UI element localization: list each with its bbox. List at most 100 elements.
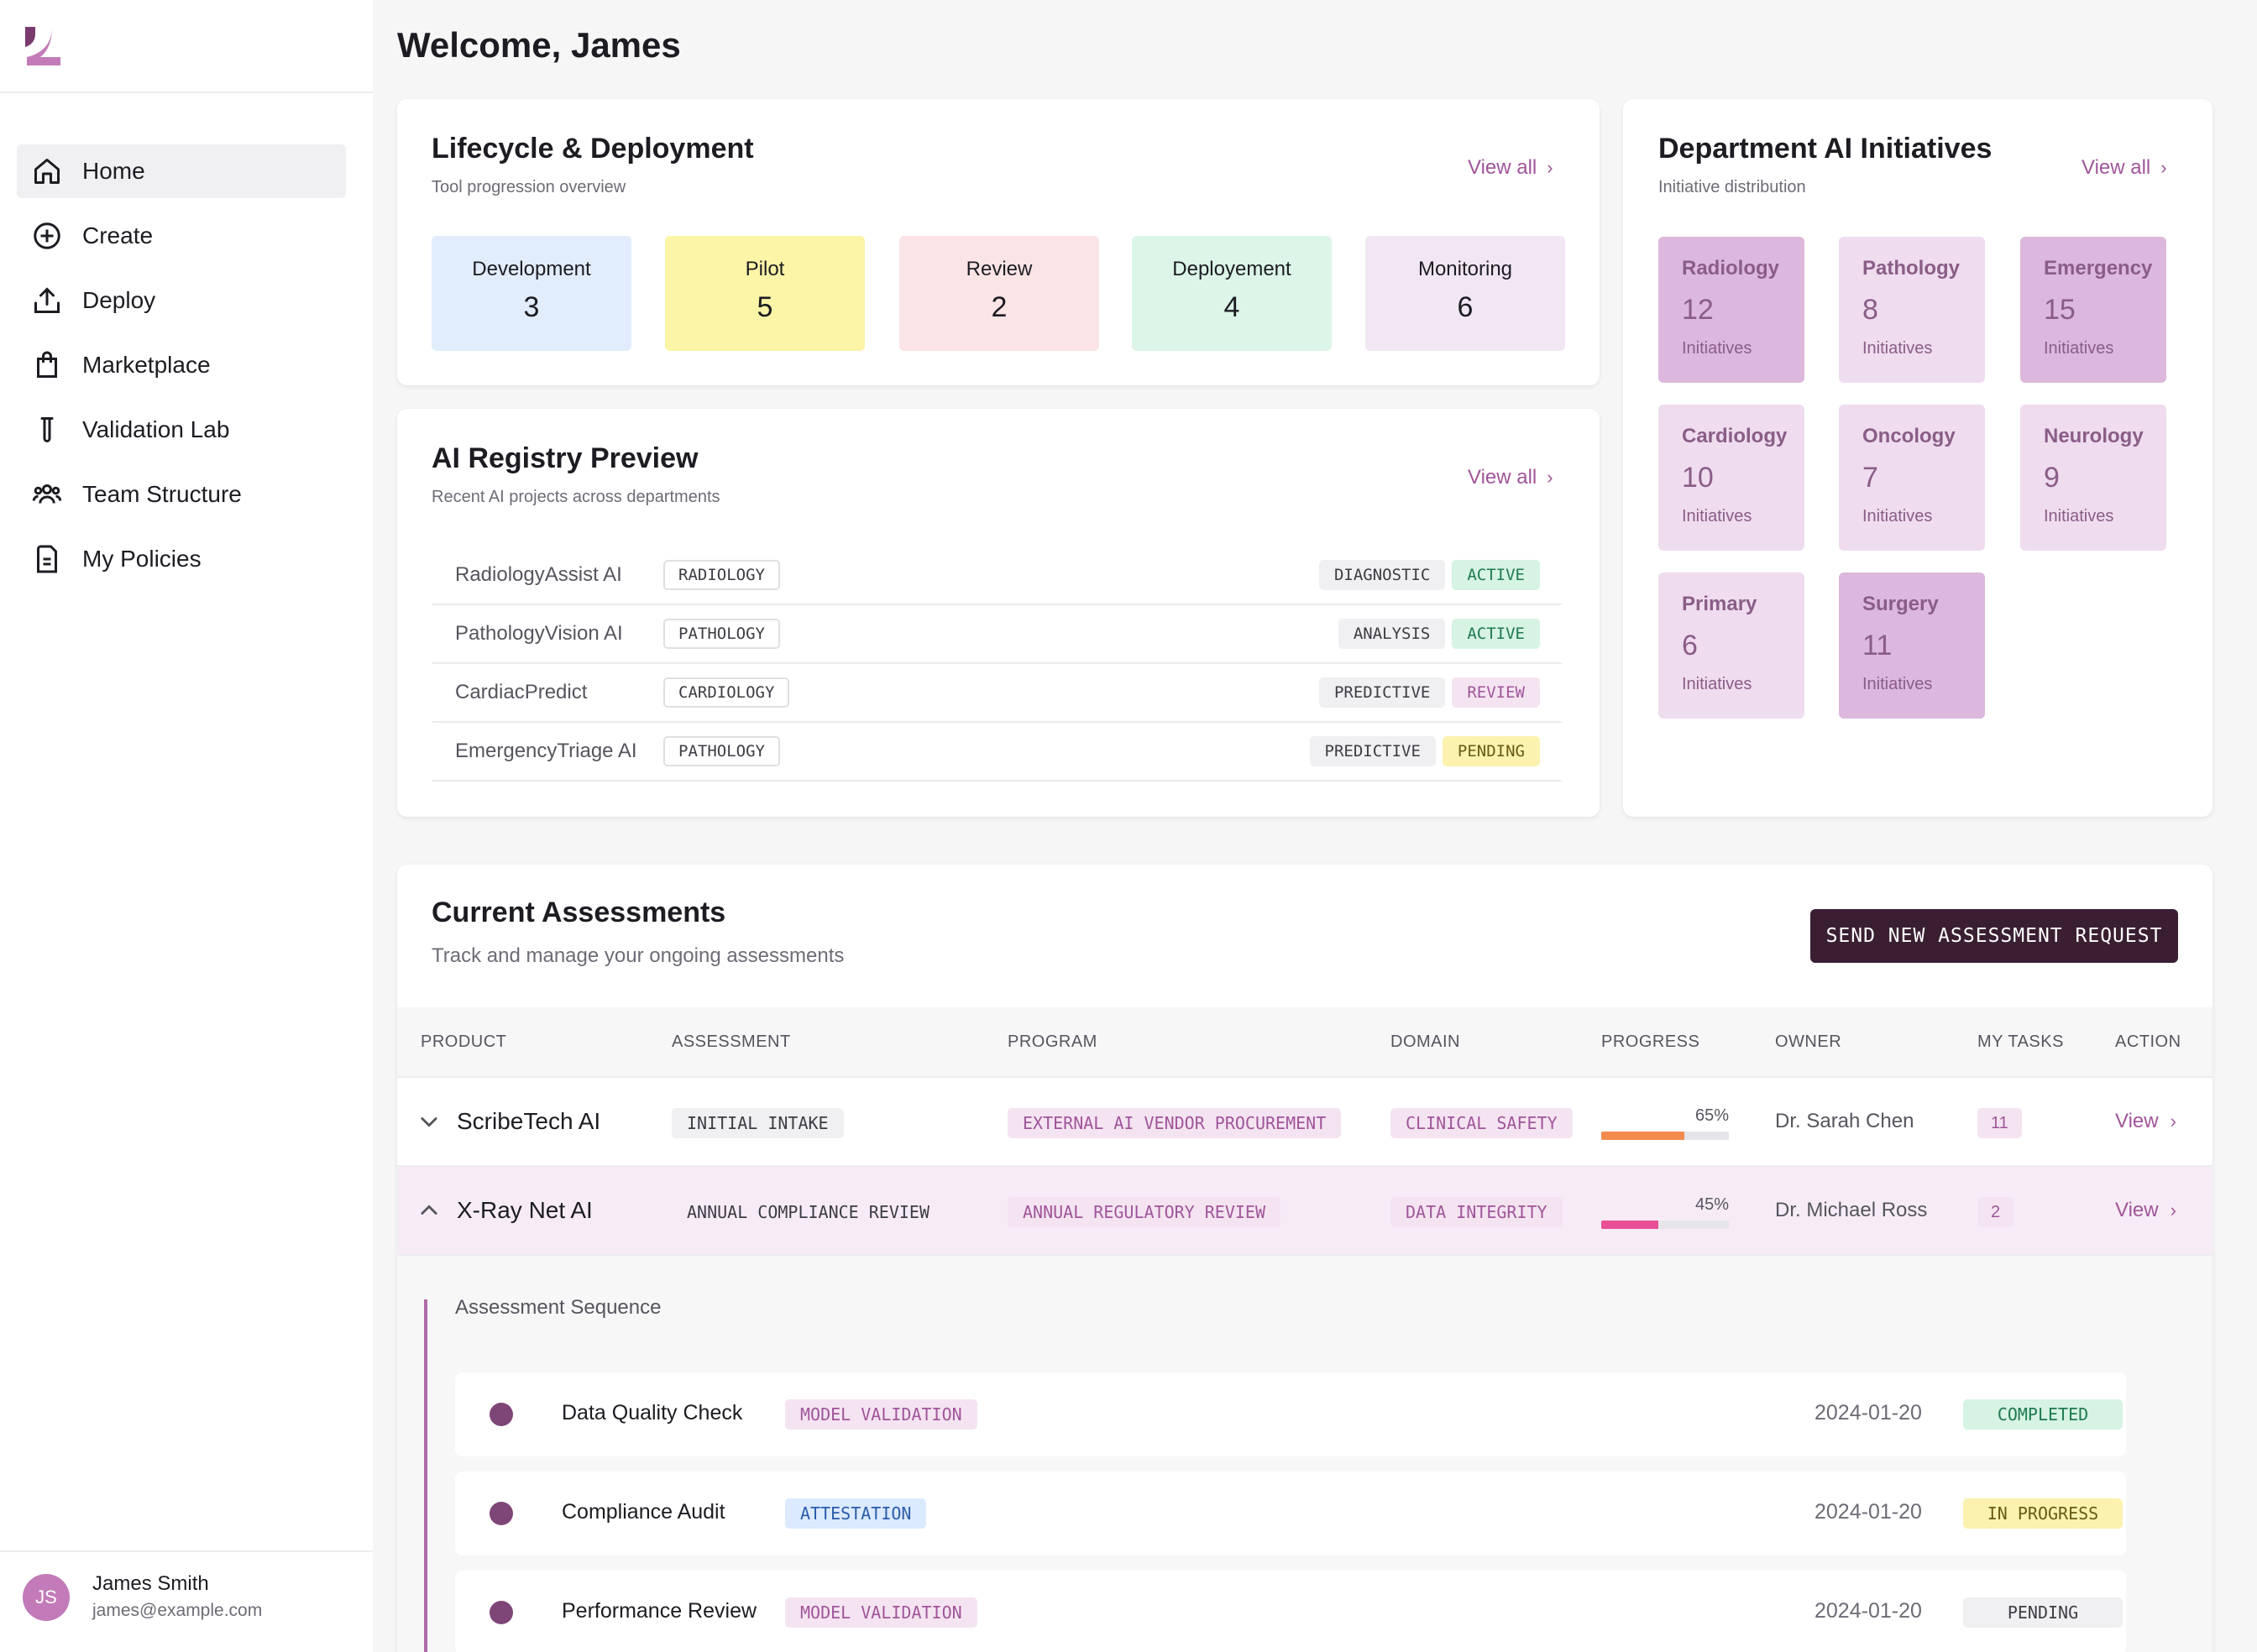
dept-tile-emergency[interactable]: Emergency 15 Initiatives xyxy=(2020,237,2166,383)
registry-row[interactable]: PathologyVision AI PATHOLOGY ANALYSIS AC… xyxy=(432,605,1562,664)
my-tasks-badge[interactable]: 11 xyxy=(1977,1108,2022,1138)
registry-row[interactable]: EmergencyTriage AI PATHOLOGY PREDICTIVE … xyxy=(432,723,1562,782)
stage-review[interactable]: Review 2 xyxy=(899,236,1099,351)
progress-percent: 45% xyxy=(1694,1195,1729,1214)
document-icon xyxy=(37,545,57,573)
dept-unit: Initiatives xyxy=(1862,675,1933,693)
departments-title: Department AI Initiatives xyxy=(1658,133,1993,165)
sidebar-item-team-structure[interactable]: Team Structure xyxy=(17,468,346,521)
owner-name: Dr. Sarah Chen xyxy=(1775,1110,1914,1132)
dept-name: Oncology xyxy=(1862,425,1956,447)
sidebar-item-label: Validation Lab xyxy=(82,416,230,442)
program-badge: ANNUAL REGULATORY REVIEW xyxy=(1008,1197,1280,1227)
view-all-label: View all xyxy=(2082,156,2151,179)
stage-development[interactable]: Development 3 xyxy=(432,236,631,351)
chevron-up-icon[interactable] xyxy=(417,1199,441,1222)
dept-unit: Initiatives xyxy=(2044,507,2114,525)
dept-count: 7 xyxy=(1862,462,1878,494)
stage-pilot[interactable]: Pilot 5 xyxy=(665,236,865,351)
dept-unit: Initiatives xyxy=(1682,507,1752,525)
type-badge: ANALYSIS xyxy=(1338,619,1446,649)
registry-view-all-link[interactable]: View all › xyxy=(1468,466,1553,489)
chevron-right-icon: › xyxy=(1547,467,1553,488)
sequence-title: Assessment Sequence xyxy=(455,1296,662,1319)
stage-count: 5 xyxy=(757,291,773,323)
product-name: X-Ray Net AI xyxy=(457,1197,593,1223)
sidebar-item-marketplace[interactable]: Marketplace xyxy=(17,338,346,392)
type-badge: PREDICTIVE xyxy=(1309,736,1436,766)
assessment-sequence: Assessment Sequence Data Quality Check M… xyxy=(397,1256,2212,1652)
dept-tile-cardiology[interactable]: Cardiology 10 Initiatives xyxy=(1658,405,1804,551)
progress-fill xyxy=(1601,1132,1684,1140)
progress-track xyxy=(1601,1132,1729,1140)
dept-tile-pathology[interactable]: Pathology 8 Initiatives xyxy=(1839,237,1985,383)
sidebar-item-create[interactable]: Create xyxy=(17,209,346,263)
sequence-step[interactable]: Performance Review MODEL VALIDATION 2024… xyxy=(455,1571,2126,1652)
dept-name: Pathology xyxy=(1862,257,1961,280)
lifecycle-title: Lifecycle & Deployment xyxy=(432,133,754,165)
view-button[interactable]: View › xyxy=(2115,1110,2176,1133)
sidebar-item-validation-lab[interactable]: Validation Lab xyxy=(17,403,346,457)
dept-tile-radiology[interactable]: Radiology 12 Initiatives xyxy=(1658,237,1804,383)
step-dot-icon xyxy=(490,1601,513,1624)
stage-deployment[interactable]: Deployement 4 xyxy=(1132,236,1332,351)
chevron-down-icon[interactable] xyxy=(417,1110,441,1133)
column-header: PRODUCT xyxy=(421,1032,507,1051)
table-row[interactable]: ScribeTech AI INITIAL INTAKE EXTERNAL AI… xyxy=(397,1078,2212,1167)
page-title: Welcome, James xyxy=(397,25,681,65)
chevron-right-icon: › xyxy=(2170,1200,2176,1221)
step-date: 2024-01-20 xyxy=(1815,1401,1922,1425)
sequence-step[interactable]: Data Quality Check MODEL VALIDATION 2024… xyxy=(455,1372,2126,1456)
column-header: DOMAIN xyxy=(1390,1032,1460,1051)
registry-row[interactable]: CardiacPredict CARDIOLOGY PREDICTIVE REV… xyxy=(432,664,1562,723)
step-type-badge: MODEL VALIDATION xyxy=(785,1597,977,1628)
user-email: james@example.com xyxy=(92,1601,263,1620)
dept-count: 11 xyxy=(1862,630,1893,661)
user-profile[interactable]: JS James Smith james@example.com xyxy=(0,1550,373,1652)
dept-name: Cardiology xyxy=(1682,425,1788,447)
step-date: 2024-01-20 xyxy=(1815,1500,1922,1524)
view-button[interactable]: View › xyxy=(2115,1199,2176,1222)
view-all-label: View all xyxy=(1468,156,1537,179)
sequence-step[interactable]: Compliance Audit ATTESTATION 2024-01-20 … xyxy=(455,1472,2126,1555)
step-type-badge: ATTESTATION xyxy=(785,1498,927,1529)
step-name: Data Quality Check xyxy=(562,1401,743,1425)
send-assessment-request-button[interactable]: SEND NEW ASSESSMENT REQUEST xyxy=(1810,909,2178,963)
lifecycle-view-all-link[interactable]: View all › xyxy=(1468,156,1553,180)
view-label: View xyxy=(2115,1110,2159,1132)
column-header: PROGRAM xyxy=(1008,1032,1097,1051)
stage-label: Pilot xyxy=(745,258,785,280)
stage-label: Monitoring xyxy=(1417,258,1513,280)
dept-name: Neurology xyxy=(2044,425,2144,447)
dept-tile-oncology[interactable]: Oncology 7 Initiatives xyxy=(1839,405,1985,551)
dept-tile-surgery[interactable]: Surgery 11 Initiatives xyxy=(1839,572,1985,719)
dept-tile-primary[interactable]: Primary 6 Initiatives xyxy=(1658,572,1804,719)
my-tasks-badge[interactable]: 2 xyxy=(1977,1197,2014,1227)
test-tube-icon xyxy=(40,417,54,442)
dept-unit: Initiatives xyxy=(1682,339,1752,358)
step-type-badge: MODEL VALIDATION xyxy=(785,1399,977,1430)
sidebar-item-home[interactable]: Home xyxy=(17,144,346,198)
stage-monitoring[interactable]: Monitoring 6 xyxy=(1365,236,1565,351)
registry-row[interactable]: RadiologyAssist AI RADIOLOGY DIAGNOSTIC … xyxy=(432,546,1562,605)
registry-name: EmergencyTriage AI xyxy=(455,740,637,762)
status-badge: ACTIVE xyxy=(1452,560,1540,590)
dept-name: Primary xyxy=(1682,593,1757,615)
registry-dept-badge: PATHOLOGY xyxy=(663,619,780,649)
registry-dept-badge: CARDIOLOGY xyxy=(663,677,790,708)
table-row[interactable]: X-Ray Net AI ANNUAL COMPLIANCE REVIEW AN… xyxy=(397,1167,2212,1256)
assessment-badge: INITIAL INTAKE xyxy=(672,1108,844,1138)
stage-count: 2 xyxy=(991,291,1008,323)
departments-view-all-link[interactable]: View all › xyxy=(2082,156,2167,180)
type-badge: PREDICTIVE xyxy=(1318,677,1446,708)
step-status-badge: IN PROGRESS xyxy=(1963,1498,2123,1529)
column-header: MY TASKS xyxy=(1977,1032,2064,1051)
step-status-badge: COMPLETED xyxy=(1963,1399,2123,1430)
app-logo[interactable] xyxy=(24,25,60,65)
sidebar-item-my-policies[interactable]: My Policies xyxy=(17,532,346,586)
assessments-card: Current Assessments Track and manage you… xyxy=(397,865,2212,1652)
lifecycle-subtitle: Tool progression overview xyxy=(432,178,626,196)
dept-tile-neurology[interactable]: Neurology 9 Initiatives xyxy=(2020,405,2166,551)
stage-label: Deployement xyxy=(1172,258,1291,280)
sidebar-item-deploy[interactable]: Deploy xyxy=(17,274,346,327)
